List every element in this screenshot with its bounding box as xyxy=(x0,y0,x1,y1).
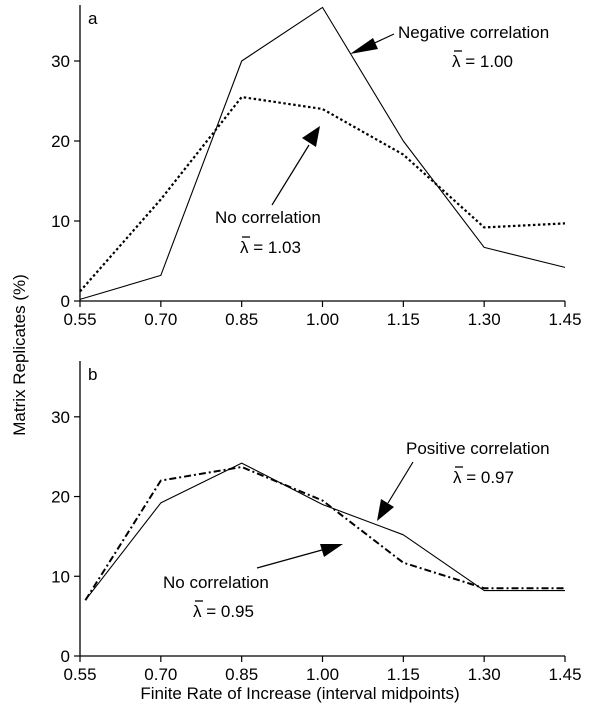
y-tick-label: 0 xyxy=(61,647,70,666)
panel-a-y-ticks: 0 10 20 30 xyxy=(51,52,80,311)
x-tick-label: 0.55 xyxy=(63,310,96,329)
series-line-a-negative xyxy=(79,6,566,300)
panel-a-series xyxy=(79,6,566,300)
panel-a-letter: a xyxy=(88,9,98,28)
annotation-none-b-lambda: λ = 0.95 xyxy=(193,600,254,621)
annotation-negative-lambda-text: λ = 1.00 xyxy=(452,52,513,71)
series-line-b-positive xyxy=(84,462,565,601)
annotation-positive-label: Positive correlation xyxy=(406,439,550,458)
x-tick-label: 1.45 xyxy=(548,310,581,329)
annotation-negative-lambda: λ = 1.00 xyxy=(452,50,513,71)
y-tick-label: 20 xyxy=(51,488,70,507)
annotation-none-b-arrow xyxy=(256,544,343,569)
x-axis-title: Finite Rate of Increase (interval midpoi… xyxy=(140,684,459,703)
panel-a-annotations: Negative correlation λ = 1.00 No correla… xyxy=(215,23,549,257)
annotation-none-a-arrow xyxy=(271,126,320,206)
x-tick-label: 1.00 xyxy=(306,665,339,684)
x-tick-label: 1.15 xyxy=(387,665,420,684)
panel-b-x-ticks: 0.55 0.70 0.85 1.00 1.15 1.30 1.45 xyxy=(63,656,582,684)
x-tick-label: 0.55 xyxy=(63,665,96,684)
panel-b-y-ticks: 0 10 20 30 xyxy=(51,408,80,666)
y-tick-label: 10 xyxy=(51,567,70,586)
x-tick-label: 0.70 xyxy=(144,665,177,684)
y-tick-label: 20 xyxy=(51,132,70,151)
panel-a: a 0 10 20 30 0.55 0.70 0.85 1.00 1.15 1.30 1.45 N… xyxy=(51,5,582,329)
x-tick-label: 1.30 xyxy=(468,310,501,329)
panel-b: b 0 10 20 30 0.55 0.70 0.85 1.00 1.15 1.30 1.45 P… xyxy=(51,361,582,684)
panel-b-letter: b xyxy=(88,365,97,384)
annotation-positive-arrow xyxy=(377,461,414,521)
annotation-none-a-lambda-text: λ = 1.03 xyxy=(240,238,301,257)
series-line-b-none xyxy=(84,466,565,601)
panel-b-series xyxy=(84,462,565,601)
y-tick-label: 0 xyxy=(61,292,70,311)
annotation-positive-lambda-text: λ = 0.97 xyxy=(453,468,514,487)
x-tick-label: 0.85 xyxy=(225,665,258,684)
shared-y-axis-label: Matrix Replicates (%) xyxy=(10,274,29,436)
panel-b-annotations: Positive correlation λ = 0.97 No correla… xyxy=(163,439,550,621)
x-tick-label: 1.00 xyxy=(306,310,339,329)
x-tick-label: 1.45 xyxy=(548,665,581,684)
annotation-none-b-label: No correlation xyxy=(163,573,269,592)
annotation-negative-arrow xyxy=(350,33,395,54)
series-line-a-none xyxy=(79,95,566,293)
y-tick-label: 30 xyxy=(51,408,70,427)
annotation-positive-lambda: λ = 0.97 xyxy=(453,466,514,487)
annotation-none-a-label: No correlation xyxy=(215,208,321,227)
panel-a-x-ticks: 0.55 0.70 0.85 1.00 1.15 1.30 1.45 xyxy=(63,301,582,329)
x-tick-label: 1.30 xyxy=(468,665,501,684)
annotation-none-b-lambda-text: λ = 0.95 xyxy=(193,602,254,621)
annotation-none-a-lambda: λ = 1.03 xyxy=(240,236,301,257)
x-tick-label: 1.15 xyxy=(387,310,420,329)
y-tick-label: 10 xyxy=(51,212,70,231)
x-tick-label: 0.70 xyxy=(144,310,177,329)
y-tick-label: 30 xyxy=(51,52,70,71)
x-tick-label: 0.85 xyxy=(225,310,258,329)
annotation-negative-label: Negative correlation xyxy=(398,23,549,42)
